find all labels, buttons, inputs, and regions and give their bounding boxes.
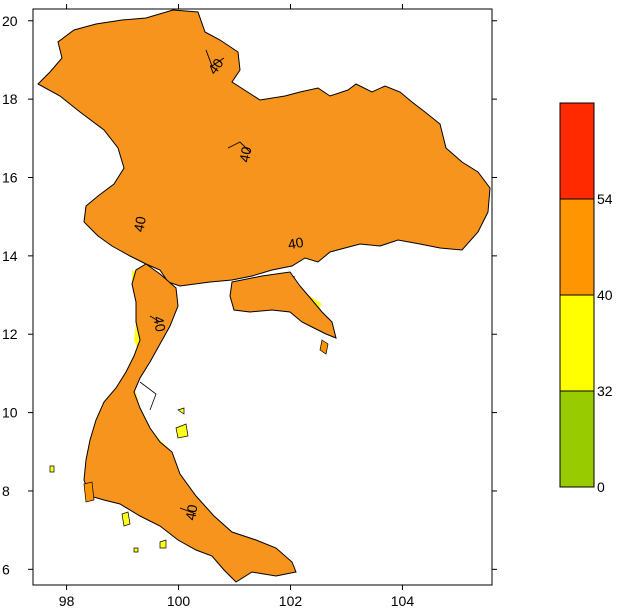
island-kood	[319, 339, 329, 355]
contour-labels: 40 40 40 40 40 40	[130, 55, 304, 521]
island-phangan	[177, 407, 185, 415]
y-tick-label: 12	[2, 326, 18, 342]
island-andaman-3	[133, 547, 139, 553]
legend-swatch	[559, 198, 595, 296]
contour-label-south: 40	[182, 503, 200, 521]
y-tick-label: 16	[2, 169, 18, 185]
contour-label-loei: 40	[236, 145, 254, 163]
y-tick-label: 20	[2, 13, 18, 29]
legend-label: 40	[597, 287, 613, 303]
x-tick-label: 100	[167, 593, 191, 609]
contour-label-west: 40	[130, 215, 148, 233]
contour-label-korat: 40	[287, 234, 305, 252]
y-tick-label: 6	[2, 561, 10, 577]
island-samui	[175, 423, 189, 439]
legend-swatch	[559, 102, 595, 200]
legend-label: 32	[597, 383, 613, 399]
y-axis: 20 18 16 14 12 10 8 6	[2, 13, 497, 577]
legend-swatch	[559, 390, 595, 488]
legend-label: 0	[597, 479, 605, 495]
x-tick-label: 104	[391, 593, 415, 609]
contour-label-isthmus: 40	[150, 315, 168, 333]
y-tick-label: 18	[2, 91, 18, 107]
y-tick-label: 8	[2, 483, 10, 499]
legend-label: 54	[597, 191, 613, 207]
legend-swatch	[559, 294, 595, 392]
island-phuket	[83, 481, 95, 503]
x-tick-label: 102	[279, 593, 303, 609]
contour-40-lines	[149, 49, 251, 515]
x-tick-label: 98	[59, 593, 75, 609]
island-andaman-1	[49, 465, 55, 473]
island-lanta	[121, 511, 131, 527]
x-axis: 98 100 102 104	[59, 4, 415, 609]
islands	[49, 339, 329, 553]
y-tick-label: 14	[2, 248, 18, 264]
legend-colorbar: 54 40 32 0	[559, 102, 613, 495]
y-tick-label: 10	[2, 405, 18, 421]
island-andaman-2	[159, 539, 167, 549]
